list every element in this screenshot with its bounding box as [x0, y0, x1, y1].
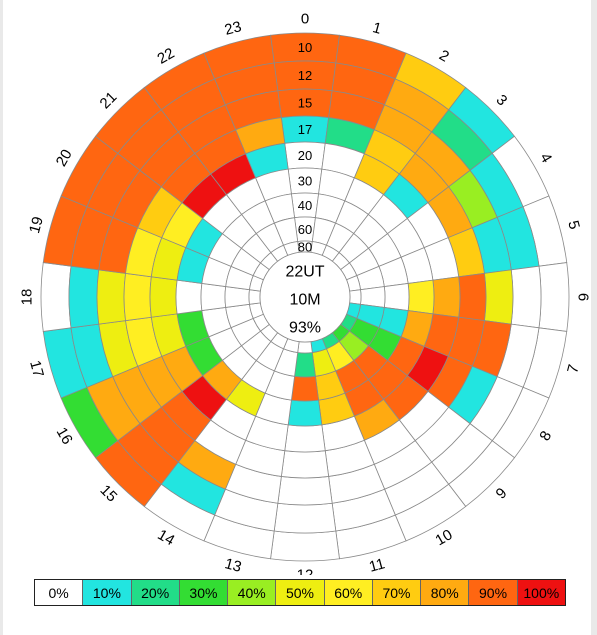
left-edge	[0, 0, 3, 635]
ring-label: 12	[298, 68, 312, 83]
hour-label: 11	[367, 555, 386, 575]
hour-label: 18	[19, 289, 36, 306]
legend-swatch: 40%	[228, 580, 277, 605]
heat-cell-ring-10-hour-6	[538, 262, 570, 332]
heat-cell-ring-80-hour-18	[248, 289, 261, 305]
ring-label: 60	[298, 222, 312, 237]
polar-heatmap-chart: 1012151720304060800123456789101112131415…	[19, 11, 592, 576]
heat-cell-ring-60-hour-12	[294, 352, 316, 378]
hour-label: 15	[97, 482, 121, 506]
heat-cell-ring-30-hour-6	[407, 279, 435, 315]
heat-cell-ring-20-hour-18	[149, 276, 178, 318]
ring-label: 15	[298, 96, 312, 111]
hour-label: 22	[155, 45, 178, 68]
legend-swatch: 90%	[469, 580, 518, 605]
heat-cell-ring-80-hour-12	[297, 341, 313, 354]
heat-cell-ring-40-hour-12	[290, 375, 320, 402]
hour-label: 23	[223, 18, 244, 39]
hour-label: 17	[26, 359, 47, 380]
hour-label: 0	[301, 11, 309, 28]
right-edge	[591, 0, 597, 635]
legend-swatch: 10%	[83, 580, 132, 605]
heat-cell-ring-17-hour-12	[280, 450, 330, 479]
heat-cell-ring-30-hour-18	[175, 279, 203, 315]
ring-label: 17	[298, 122, 312, 137]
heat-cell-ring-15-hour-12	[277, 476, 333, 506]
center-label: 10M	[289, 292, 320, 309]
heat-cell-ring-40-hour-6	[383, 282, 410, 312]
heat-cell-ring-17-hour-6	[458, 272, 487, 322]
hour-label: 21	[97, 89, 121, 113]
hour-label: 4	[536, 150, 555, 166]
heat-cell-ring-40-hour-18	[200, 282, 227, 312]
ring-label: 20	[298, 148, 312, 163]
hour-label: 6	[575, 293, 592, 301]
heat-cell-ring-12-hour-18	[68, 265, 100, 329]
hour-label: 5	[564, 219, 583, 231]
legend-swatch: 70%	[372, 580, 422, 605]
ring-label: 80	[298, 240, 312, 255]
hour-label: 16	[53, 425, 76, 448]
heat-cell-ring-20-hour-12	[284, 424, 326, 453]
ring-label: 10	[298, 40, 312, 55]
legend-swatch: 80%	[421, 580, 470, 605]
color-scale-legend: 0% 10% 20% 30% 40% 50% 60% 70% 80% 90% 100%	[34, 579, 566, 606]
hour-label: 9	[493, 485, 511, 503]
hour-label: 8	[536, 428, 555, 444]
heat-cell-ring-30-hour-12	[287, 399, 323, 427]
legend-swatch: 0%	[35, 580, 84, 605]
hour-label: 2	[436, 47, 452, 66]
ring-label: 30	[298, 174, 312, 189]
heat-cell-ring-12-hour-6	[510, 265, 542, 329]
legend-swatch: 20%	[131, 580, 180, 605]
hour-label: 1	[371, 19, 383, 38]
heat-cell-ring-10-hour-18	[40, 262, 72, 332]
heat-cell-ring-15-hour-18	[96, 269, 126, 325]
ring-label: 40	[298, 198, 312, 213]
legend-swatch: 30%	[179, 580, 229, 605]
heat-cell-ring-17-hour-18	[123, 272, 152, 322]
heat-cell-ring-60-hour-6	[360, 286, 386, 308]
heat-cell-ring-12-hour-12	[273, 502, 337, 534]
hour-label: 3	[493, 91, 511, 109]
hour-label: 19	[26, 215, 47, 236]
hour-label: 13	[223, 555, 244, 575]
legend-swatch: 60%	[324, 580, 373, 605]
legend-swatch: 100%	[517, 580, 565, 605]
center-label: 93%	[289, 320, 321, 337]
heat-cell-ring-15-hour-6	[484, 269, 514, 325]
center-circle	[259, 251, 351, 343]
heat-cell-ring-10-hour-12	[270, 530, 340, 562]
heat-cell-ring-80-hour-6	[349, 289, 362, 305]
center-label: 22UT	[285, 264, 324, 281]
legend-swatch: 50%	[276, 580, 325, 605]
heat-cell-ring-20-hour-6	[432, 276, 461, 318]
hour-label: 20	[53, 147, 76, 170]
hour-label: 14	[155, 526, 178, 549]
heat-cell-ring-60-hour-18	[224, 286, 250, 308]
hour-label: 7	[564, 363, 583, 375]
hour-label: 10	[433, 526, 456, 549]
hour-label: 12	[297, 567, 314, 576]
